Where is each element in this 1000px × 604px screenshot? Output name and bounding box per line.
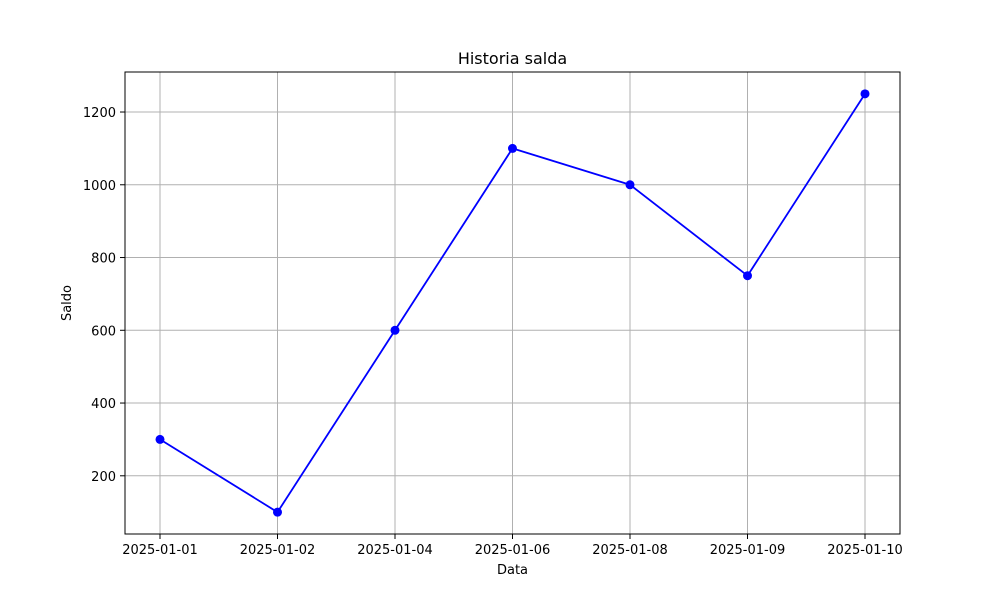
x-tick-label: 2025-01-10 — [827, 543, 903, 558]
data-point-2025-01-10 — [860, 89, 870, 99]
x-tick-label: 2025-01-08 — [592, 543, 668, 558]
y-tick-label: 600 — [91, 324, 116, 339]
data-point-2025-01-04 — [390, 325, 400, 335]
data-point-2025-01-01 — [155, 434, 165, 444]
chart-title: Historia salda — [458, 49, 567, 68]
x-tick-label: 2025-01-04 — [357, 543, 433, 558]
x-tick-label: 2025-01-06 — [475, 543, 551, 558]
grid-lines — [125, 72, 900, 534]
x-tick-label: 2025-01-01 — [122, 543, 198, 558]
x-axis-title: Data — [497, 563, 528, 578]
data-point-2025-01-06 — [508, 143, 517, 153]
plot-area-frame — [124, 71, 901, 535]
data-point-2025-01-02 — [273, 507, 282, 517]
x-tick-label: 2025-01-09 — [710, 543, 786, 558]
y-axis-title: Saldo — [60, 285, 75, 321]
y-tick-label: 400 — [91, 397, 116, 412]
data-point-2025-01-08 — [625, 180, 635, 190]
data-point-2025-01-09 — [743, 271, 752, 281]
y-tick-label: 1200 — [83, 106, 116, 121]
axis-ticks: 2025-01-01 2025-01-02 2025-01-04 2025-01-06… — [83, 106, 903, 558]
x-tick-label: 2025-01-02 — [240, 543, 316, 558]
y-tick-label: 1000 — [83, 179, 116, 194]
y-tick-label: 800 — [91, 252, 116, 267]
y-tick-label: 200 — [91, 470, 116, 485]
series-layer — [155, 89, 870, 517]
